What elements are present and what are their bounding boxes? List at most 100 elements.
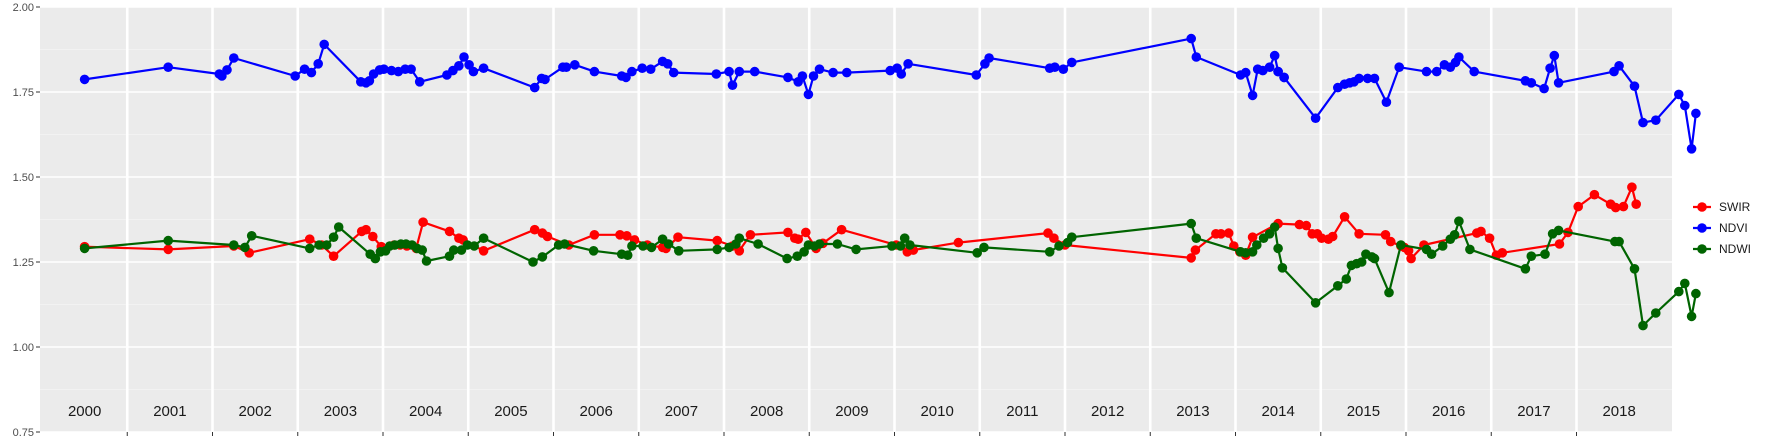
data-point-ndwi [588,246,599,256]
data-point-ndvi [319,39,330,50]
data-point-ndwi [1520,264,1531,274]
data-point-ndwi [1674,286,1684,297]
legend-key-point [1697,244,1707,254]
data-point-ndvi [1186,33,1196,44]
data-point-swir [1223,228,1234,238]
data-point-ndvi [734,66,745,77]
data-point-ndwi [333,222,344,232]
year-label: 2010 [920,403,953,420]
data-point-ndvi [1638,117,1648,128]
data-point-ndwi [1369,253,1380,264]
data-point-ndwi [851,244,861,255]
data-point-ndwi [321,240,332,250]
year-label: 2018 [1602,403,1635,420]
data-point-ndvi [668,67,679,78]
data-point-swir [1190,245,1201,255]
data-point-ndvi [984,53,994,63]
data-point-ndvi [570,60,580,70]
data-point-ndvi [468,66,479,77]
data-point-ndwi [417,245,428,255]
data-point-ndvi [797,71,808,81]
data-point-ndvi [406,64,416,74]
data-point-ndvi [163,62,173,72]
data-point-ndvi [1431,66,1442,77]
year-label: 2001 [153,403,186,420]
data-point-ndwi [1252,240,1262,250]
data-point-ndwi [246,231,257,241]
data-point-ndwi [304,243,315,254]
data-point-swir [712,235,722,246]
data-point-ndwi [753,239,763,249]
data-point-ndvi [414,77,425,87]
data-point-ndwi [328,232,339,242]
data-point-ndwi [1384,287,1394,298]
data-point-ndvi [896,69,907,79]
data-point-ndwi [972,248,982,258]
data-point-ndvi [724,66,734,77]
data-point-ndwi [1526,251,1537,261]
data-point-ndwi [421,256,432,266]
data-point-swir [783,227,793,238]
data-point-ndvi [1273,66,1283,77]
data-point-ndwi [622,250,633,260]
data-point-ndwi [1186,218,1196,229]
data-point-swir [1339,212,1350,222]
data-point-swir [1573,201,1583,212]
data-point-ndwi [1540,249,1550,259]
data-point-ndwi [1067,232,1077,242]
data-point-swir [304,234,315,244]
data-point-ndvi [306,67,317,78]
data-point-ndvi [1264,62,1275,72]
data-point-ndwi [1614,236,1624,247]
year-label: 2008 [750,403,783,420]
data-point-swir [361,224,371,235]
data-point-ndwi [1465,244,1475,255]
data-point-ndwi [370,253,381,264]
data-point-ndwi [1638,320,1648,331]
data-point-ndwi [1454,216,1464,226]
data-point-ndwi [895,241,906,251]
data-point-swir [1327,231,1338,242]
year-label: 2002 [238,403,271,420]
data-point-ndvi [1469,66,1479,77]
year-label: 2015 [1347,403,1380,420]
data-point-ndvi [1680,100,1690,111]
data-point-ndvi [478,63,489,73]
data-point-ndwi [1273,243,1283,254]
data-point-ndwi [1629,264,1640,274]
data-point-swir [1618,201,1629,212]
data-point-ndwi [1691,288,1701,299]
y-tick-label: 1.00 [13,342,34,354]
data-point-swir [478,246,489,256]
data-point-ndvi [645,64,656,74]
data-point-ndwi [627,241,637,251]
data-point-ndwi [229,240,239,250]
data-point-swir [1497,248,1508,258]
data-point-ndvi [529,82,540,93]
legend-label: NDWI [1719,242,1751,256]
data-point-swir [1216,229,1226,239]
data-point-swir [1610,202,1621,213]
data-point-swir [836,224,847,235]
data-point-swir [1380,230,1391,240]
data-point-swir [622,231,632,241]
series-swir [79,182,1641,264]
data-point-swir [1589,189,1600,200]
year-label: 2016 [1432,403,1465,420]
data-point-swir [589,230,600,240]
legend: SWIR NDVI NDWI [1693,200,1751,256]
data-point-ndwi [559,239,570,249]
data-point-swir [444,226,455,237]
data-point-ndvi [79,74,90,85]
year-label: 2012 [1091,403,1124,420]
data-point-ndvi [1691,108,1701,119]
data-point-swir [368,231,378,242]
data-point-swir [1049,233,1059,243]
year-label: 2003 [324,403,357,420]
data-point-ndvi [803,89,814,100]
data-point-ndwi [663,239,674,249]
year-label: 2000 [68,403,101,420]
data-point-ndwi [314,240,324,250]
